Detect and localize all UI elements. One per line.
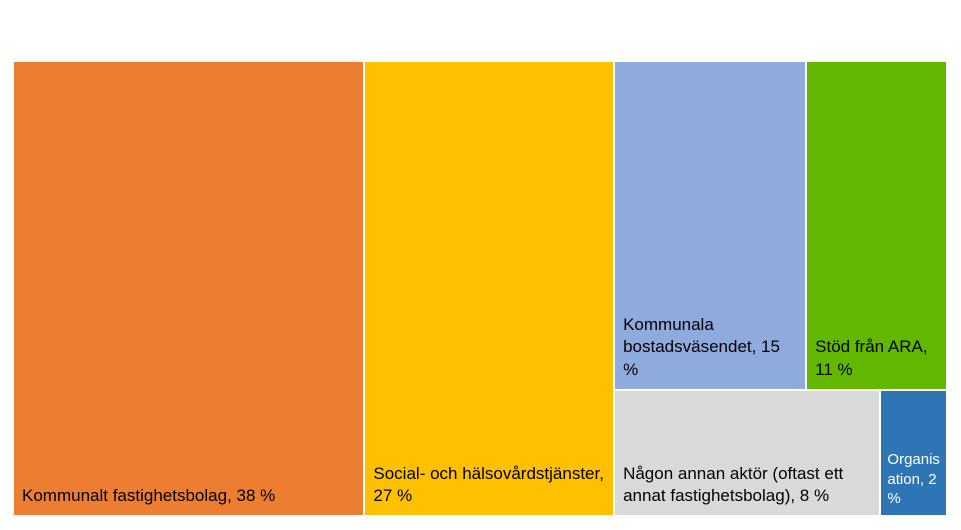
treemap-tile: Social- och hälsovårdstjänster, 27 % — [364, 61, 615, 516]
treemap-tile: Någon annan aktör (oftast ett annat fast… — [614, 389, 881, 516]
treemap-tile: Kommunalt fastighetsbolag, 38 % — [13, 61, 365, 516]
tile-label: Kommunalt fastighetsbolag, 38 % — [22, 485, 276, 505]
tile-label: Kommunala bostadsväsendet, 15 % — [623, 315, 780, 379]
tile-label: Organisation, 2 % — [887, 451, 940, 508]
tile-label: Någon annan aktör (oftast ett annat fast… — [623, 463, 844, 505]
tile-label: Social- och hälsovårdstjänster, 27 % — [373, 463, 604, 505]
treemap-tile: Stöd från ARA, 11 % — [806, 61, 947, 390]
treemap-tile: Organisation, 2 % — [880, 389, 947, 516]
treemap-tile: Kommunala bostadsväsendet, 15 % — [614, 61, 807, 390]
tile-label: Stöd från ARA, 11 % — [815, 337, 928, 379]
